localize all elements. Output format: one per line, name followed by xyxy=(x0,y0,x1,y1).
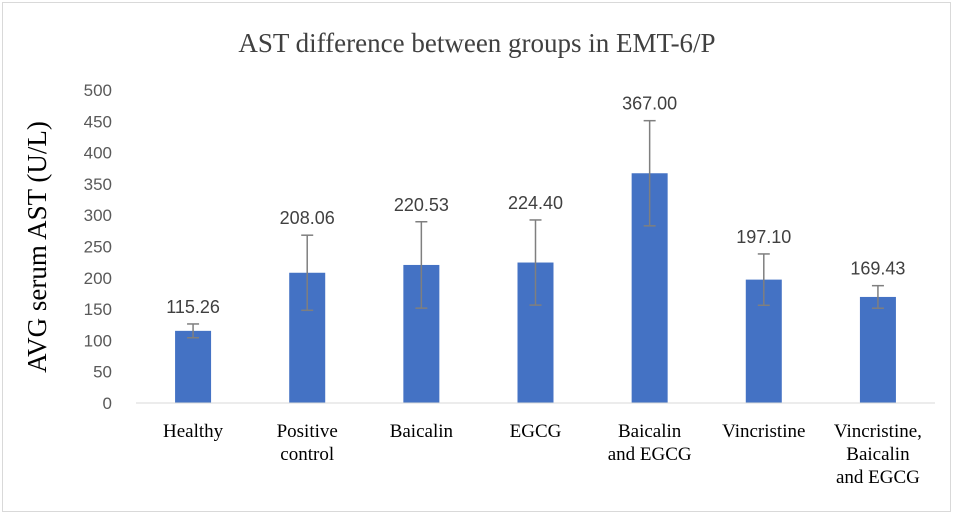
y-tick-label: 50 xyxy=(93,363,112,382)
category-label-line: Baicalin xyxy=(618,421,682,442)
category-label-line: and EGCG xyxy=(608,444,692,465)
y-tick-label: 500 xyxy=(84,81,112,100)
data-label: 224.40 xyxy=(508,193,563,213)
bar xyxy=(175,330,212,403)
y-axis-label: AVG serum AST (U/L) xyxy=(22,121,52,373)
data-label: 220.53 xyxy=(394,195,449,215)
data-label: 169.43 xyxy=(850,259,905,279)
chart-title: AST difference between groups in EMT-6/P xyxy=(238,28,715,58)
category-label: Healthy xyxy=(163,421,224,442)
data-label: 208.06 xyxy=(280,208,335,228)
y-tick-label: 350 xyxy=(84,175,112,194)
category-label: Baicalin and EGCG xyxy=(608,421,692,465)
category-label: EGCG xyxy=(510,421,562,442)
category-label-line: Vincristine xyxy=(722,421,805,442)
category-label-line: Baicalin xyxy=(846,444,910,465)
data-label: 367.00 xyxy=(622,94,677,114)
y-tick-label: 200 xyxy=(84,269,112,288)
category-label-line: Positive xyxy=(277,421,338,442)
y-tick-label: 450 xyxy=(84,112,112,131)
category-label-line: control xyxy=(280,444,334,465)
category-label: Vincristine xyxy=(722,421,805,442)
category-label: Positive control xyxy=(277,421,338,465)
y-tick-label: 250 xyxy=(84,238,112,257)
category-label-line: Vincristine, xyxy=(834,421,922,442)
y-tick-label: 400 xyxy=(84,144,112,163)
category-label-line: EGCG xyxy=(510,421,562,442)
category-label-line: Healthy xyxy=(163,421,224,442)
y-tick-label: 100 xyxy=(84,331,112,350)
y-tick-label: 0 xyxy=(103,394,112,413)
category-label-line: Baicalin xyxy=(390,421,454,442)
category-label: Vincristine, Baicalin and EGCG xyxy=(834,421,922,488)
data-label: 115.26 xyxy=(166,297,220,317)
category-label-line: and EGCG xyxy=(836,467,920,488)
bar xyxy=(859,296,896,403)
y-tick-label: 150 xyxy=(84,300,112,319)
category-label: Baicalin xyxy=(390,421,454,442)
y-tick-label: 300 xyxy=(84,206,112,225)
data-label: 197.10 xyxy=(736,227,791,247)
